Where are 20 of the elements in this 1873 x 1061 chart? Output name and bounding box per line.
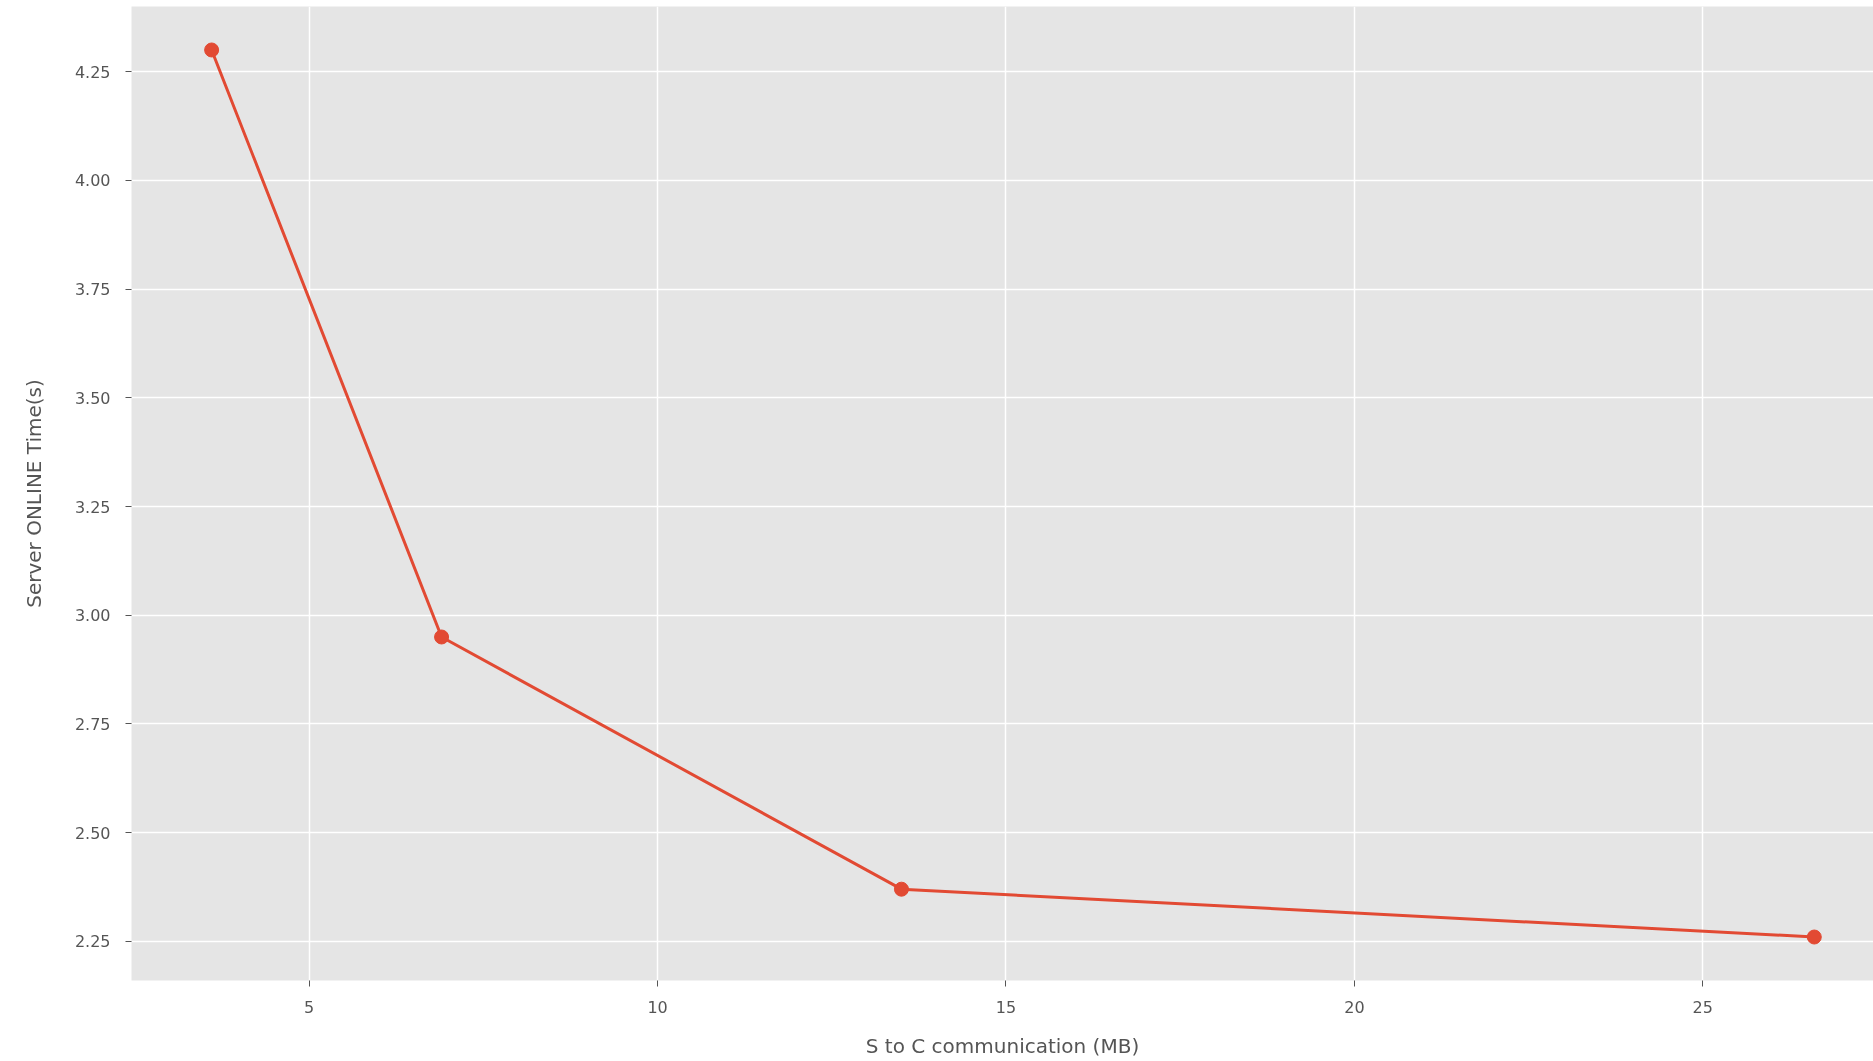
y-tick-label: 3.75 — [74, 280, 111, 300]
y-axis-title: Server ONLINE Time(s) — [21, 379, 46, 608]
x-axis-title: S to C communication (MB) — [865, 1033, 1140, 1058]
x-tick-label: 25 — [1692, 997, 1713, 1017]
y-tick-label: 4.25 — [74, 62, 111, 82]
x-tick-label: 20 — [1344, 997, 1365, 1017]
y-tick-label: 3.25 — [74, 497, 111, 517]
y-tick-label: 4.00 — [74, 171, 111, 191]
point — [1806, 929, 1822, 945]
point — [434, 629, 450, 645]
y-tick-label: 2.25 — [74, 932, 111, 952]
y-tick-label: 3.00 — [74, 606, 111, 626]
x-tick-label: 10 — [647, 997, 668, 1017]
point — [204, 42, 220, 58]
point — [893, 881, 909, 897]
y-tick-label: 3.50 — [74, 388, 111, 408]
x-tick-label: 15 — [995, 997, 1017, 1017]
x-tick-label: 5 — [304, 997, 315, 1017]
y-tick-label: 2.75 — [74, 714, 111, 734]
y-tick-label: 2.50 — [74, 823, 111, 843]
